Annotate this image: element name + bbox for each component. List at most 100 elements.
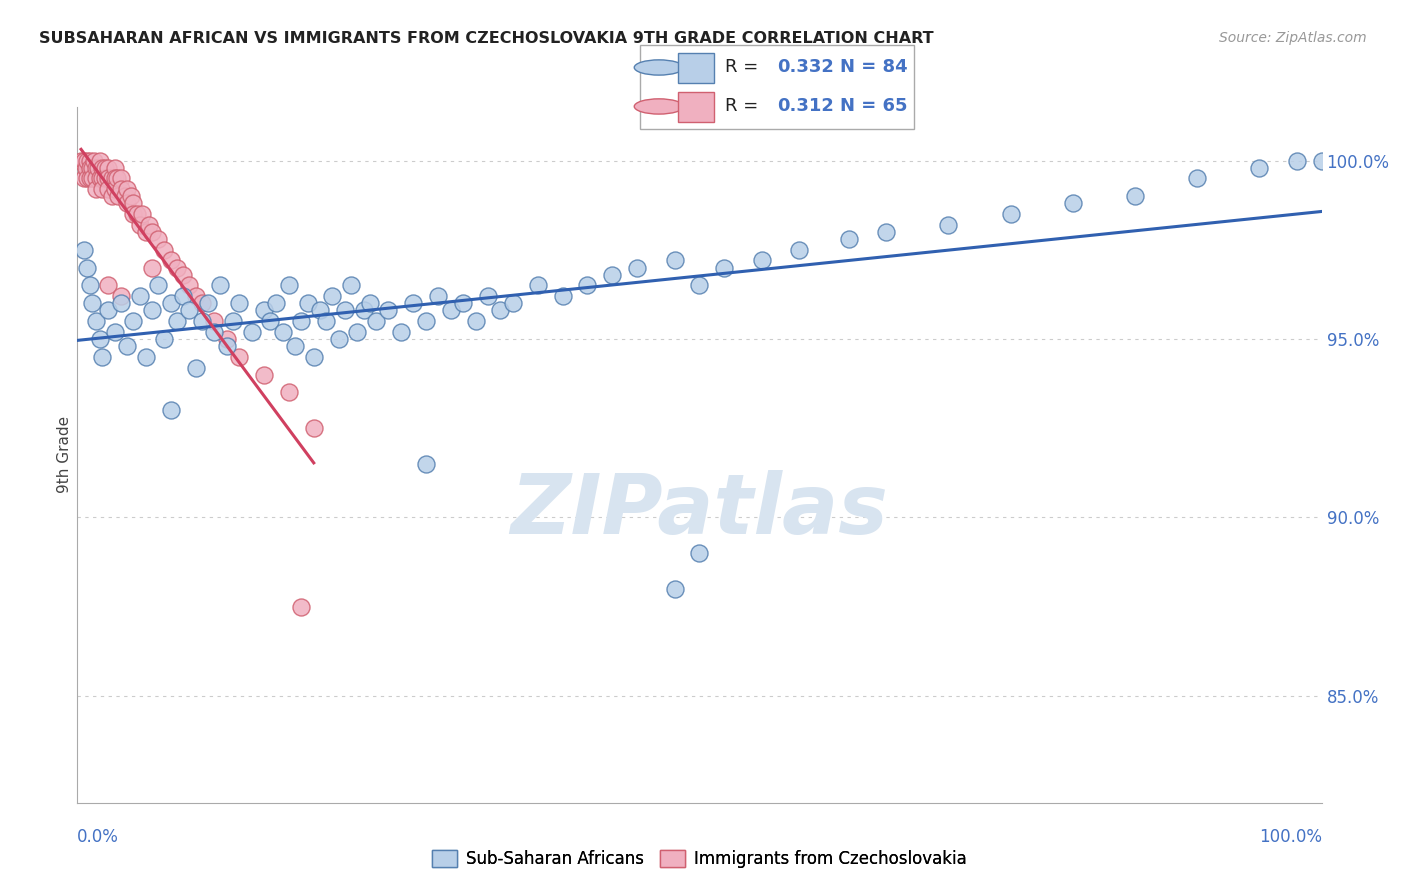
Point bbox=[141, 260, 163, 275]
Circle shape bbox=[634, 60, 683, 75]
Point bbox=[838, 232, 860, 246]
Point bbox=[84, 171, 107, 186]
Point bbox=[253, 368, 276, 382]
Point bbox=[91, 161, 114, 175]
Point bbox=[141, 225, 163, 239]
Point bbox=[104, 171, 127, 186]
Point bbox=[84, 182, 107, 196]
Point bbox=[76, 171, 98, 186]
Point bbox=[284, 339, 307, 353]
Point bbox=[1000, 207, 1022, 221]
Point bbox=[79, 161, 101, 175]
Point bbox=[184, 289, 207, 303]
Point bbox=[166, 314, 188, 328]
Point bbox=[122, 207, 145, 221]
Point bbox=[689, 278, 711, 293]
Text: R =: R = bbox=[724, 59, 763, 77]
Point bbox=[222, 314, 245, 328]
Point bbox=[72, 171, 94, 186]
Point bbox=[315, 314, 337, 328]
Point bbox=[526, 278, 548, 293]
Point bbox=[104, 161, 127, 175]
Point bbox=[240, 325, 263, 339]
Point bbox=[75, 161, 97, 175]
Point bbox=[271, 325, 294, 339]
Point bbox=[82, 296, 104, 310]
Point bbox=[179, 278, 201, 293]
Point bbox=[120, 189, 142, 203]
Point bbox=[602, 268, 624, 282]
Point bbox=[290, 314, 312, 328]
Point bbox=[215, 332, 238, 346]
Point bbox=[1249, 161, 1271, 175]
Point bbox=[875, 225, 897, 239]
Point bbox=[402, 296, 425, 310]
Bar bbox=[678, 54, 714, 83]
Text: N = 84: N = 84 bbox=[839, 59, 907, 77]
Point bbox=[79, 171, 101, 186]
Point bbox=[502, 296, 524, 310]
Legend: Sub-Saharan Africans, Immigrants from Czechoslovakia: Sub-Saharan Africans, Immigrants from Cz… bbox=[426, 843, 973, 874]
Point bbox=[689, 546, 711, 560]
Point bbox=[93, 171, 115, 186]
Point bbox=[104, 325, 127, 339]
Point bbox=[215, 339, 238, 353]
Point bbox=[115, 196, 138, 211]
Point bbox=[91, 182, 114, 196]
Point bbox=[76, 260, 98, 275]
Point bbox=[202, 314, 225, 328]
Point bbox=[97, 303, 120, 318]
Point bbox=[377, 303, 399, 318]
Point bbox=[141, 303, 163, 318]
Point bbox=[131, 207, 153, 221]
Point bbox=[664, 582, 686, 596]
Point bbox=[97, 171, 120, 186]
Point bbox=[228, 296, 250, 310]
Point bbox=[84, 161, 107, 175]
Point bbox=[353, 303, 375, 318]
Point bbox=[122, 196, 145, 211]
Point bbox=[297, 296, 319, 310]
Point bbox=[110, 296, 132, 310]
Point bbox=[153, 243, 176, 257]
Point bbox=[713, 260, 735, 275]
Point bbox=[114, 189, 136, 203]
Point bbox=[938, 218, 960, 232]
Point bbox=[148, 278, 170, 293]
Point bbox=[290, 599, 312, 614]
Text: 0.0%: 0.0% bbox=[77, 828, 120, 846]
Point bbox=[91, 171, 114, 186]
Point bbox=[97, 161, 120, 175]
Point bbox=[451, 296, 474, 310]
Text: 0.312: 0.312 bbox=[778, 97, 834, 115]
Point bbox=[197, 296, 219, 310]
Point bbox=[93, 161, 115, 175]
Point bbox=[302, 350, 325, 364]
Point bbox=[82, 161, 104, 175]
Point bbox=[253, 303, 276, 318]
Point bbox=[209, 278, 232, 293]
Point bbox=[576, 278, 599, 293]
Point bbox=[302, 421, 325, 435]
Text: 0.332: 0.332 bbox=[778, 59, 834, 77]
Point bbox=[1123, 189, 1146, 203]
Point bbox=[89, 153, 111, 168]
Point bbox=[72, 153, 94, 168]
Point bbox=[259, 314, 281, 328]
Point bbox=[79, 153, 101, 168]
Point bbox=[159, 403, 181, 417]
Point bbox=[84, 314, 107, 328]
Point bbox=[328, 332, 350, 346]
Point bbox=[489, 303, 512, 318]
Point bbox=[105, 171, 128, 186]
Point bbox=[110, 171, 132, 186]
Point bbox=[159, 296, 181, 310]
Point bbox=[359, 296, 381, 310]
Point bbox=[148, 232, 170, 246]
Point bbox=[159, 253, 181, 268]
Point bbox=[364, 314, 387, 328]
Point bbox=[346, 325, 368, 339]
Circle shape bbox=[634, 99, 683, 114]
Point bbox=[277, 278, 299, 293]
Point bbox=[1187, 171, 1209, 186]
